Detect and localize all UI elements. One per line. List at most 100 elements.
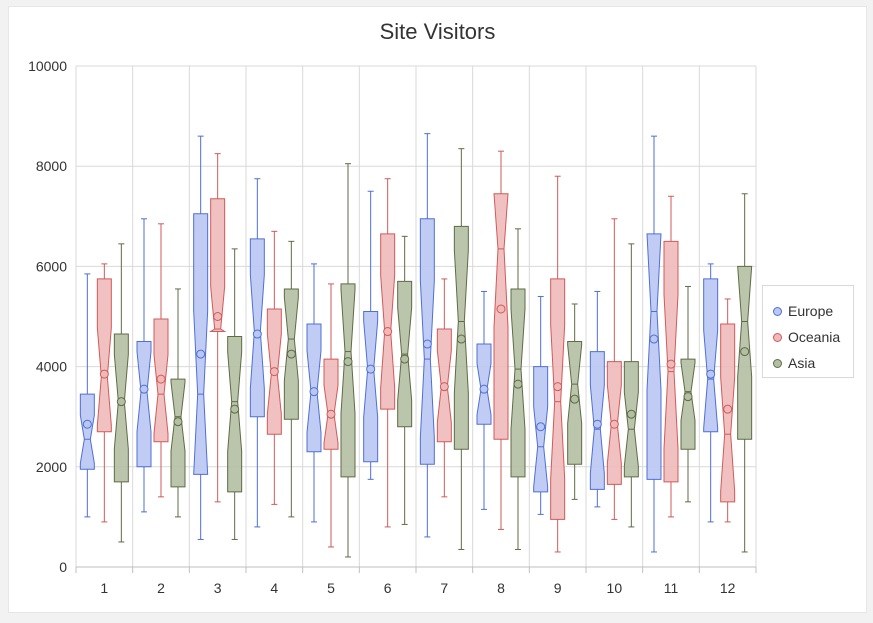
mean-marker: [723, 404, 733, 414]
legend-label: Oceania: [788, 329, 841, 345]
box-europe-3: [193, 135, 209, 540]
box-body: [208, 198, 227, 333]
box-oceania-10: [606, 218, 622, 520]
x-tick-label: 6: [384, 580, 392, 596]
legend-label: Asia: [788, 355, 816, 371]
mean-marker: [706, 369, 716, 379]
box-body: [340, 283, 356, 478]
mean-marker: [649, 334, 659, 344]
box-europe-8: [476, 290, 492, 510]
mean-marker: [570, 394, 580, 404]
mean-marker: [609, 419, 619, 429]
box-body: [703, 278, 719, 433]
legend-label: Europe: [788, 303, 834, 319]
box-europe-11: [646, 135, 662, 553]
mean-marker: [326, 409, 336, 419]
legend-item-asia[interactable]: Asia: [763, 350, 853, 376]
y-tick-label: 2000: [36, 459, 67, 475]
mean-marker: [156, 374, 166, 384]
x-tick-label: 11: [664, 580, 679, 596]
box-oceania-1: [96, 263, 112, 523]
box-asia-10: [623, 243, 639, 528]
box-asia-7: [453, 148, 469, 550]
x-tick-label: 1: [100, 580, 108, 596]
grid-layer: [75, 65, 757, 567]
box-europe-9: [533, 295, 549, 515]
mean-marker: [82, 419, 92, 429]
box-asia-2: [170, 288, 186, 518]
legend-item-europe[interactable]: Europe: [763, 298, 853, 324]
mean-marker: [513, 379, 523, 389]
legend-swatch-icon: [773, 358, 782, 368]
box-body: [646, 233, 662, 480]
mean-marker: [269, 367, 279, 377]
box-layer: [79, 133, 753, 558]
chart-title: Site Visitors: [379, 19, 496, 44]
box-europe-2: [136, 218, 152, 513]
box-asia-3: [227, 248, 243, 540]
mean-marker: [592, 419, 602, 429]
box-oceania-5: [323, 283, 339, 548]
box-body: [113, 333, 129, 483]
y-tick-label: 6000: [36, 258, 67, 274]
mean-marker: [400, 354, 410, 364]
box-europe-5: [306, 263, 322, 523]
mean-marker: [173, 417, 183, 427]
box-oceania-2: [153, 223, 169, 498]
box-body: [623, 361, 639, 478]
y-tick-label: 10000: [28, 58, 67, 74]
x-tick-label: 9: [554, 580, 562, 596]
mean-marker: [456, 334, 466, 344]
box-oceania-12: [720, 298, 736, 523]
box-europe-1: [79, 273, 95, 518]
box-body: [79, 393, 95, 470]
mean-marker: [536, 422, 546, 432]
box-body: [323, 358, 339, 450]
y-tick-label: 4000: [36, 359, 67, 375]
box-europe-4: [249, 178, 265, 528]
box-body: [493, 193, 509, 440]
x-tick-label: 8: [497, 580, 505, 596]
mean-marker: [366, 364, 376, 374]
x-tick-label: 5: [327, 580, 335, 596]
mean-marker: [309, 387, 319, 397]
box-body: [227, 336, 243, 493]
x-tick-label: 12: [720, 580, 736, 596]
mean-marker: [213, 312, 223, 321]
legend-item-oceania[interactable]: Oceania: [763, 324, 853, 350]
mean-marker: [139, 384, 149, 394]
mean-marker: [666, 359, 676, 369]
box-body: [380, 233, 396, 410]
mean-marker: [683, 392, 693, 402]
x-tick-label: 4: [270, 580, 278, 596]
box-asia-5: [340, 163, 356, 558]
box-europe-7: [419, 133, 435, 538]
x-tick-label: 2: [157, 580, 165, 596]
mean-marker: [196, 349, 206, 359]
x-tick-label: 3: [214, 580, 222, 596]
box-body: [136, 341, 152, 468]
mean-marker: [553, 382, 563, 392]
box-oceania-7: [436, 278, 452, 498]
box-asia-11: [680, 285, 696, 503]
mean-marker: [252, 329, 262, 339]
box-asia-8: [510, 228, 526, 550]
box-oceania-3: [208, 153, 227, 503]
box-body: [96, 278, 112, 433]
box-oceania-9: [550, 175, 566, 553]
legend: Europe Oceania Asia: [762, 285, 854, 378]
box-body: [550, 278, 566, 520]
x-tick-label: 7: [440, 580, 448, 596]
mean-marker: [496, 304, 506, 314]
box-asia-1: [113, 243, 129, 543]
mean-marker: [383, 327, 393, 337]
mean-marker: [343, 357, 353, 367]
mean-marker: [116, 397, 126, 407]
mean-marker: [422, 339, 432, 349]
box-oceania-8: [493, 150, 509, 530]
box-body: [476, 343, 492, 425]
box-body: [193, 213, 209, 475]
box-asia-12: [737, 193, 753, 553]
